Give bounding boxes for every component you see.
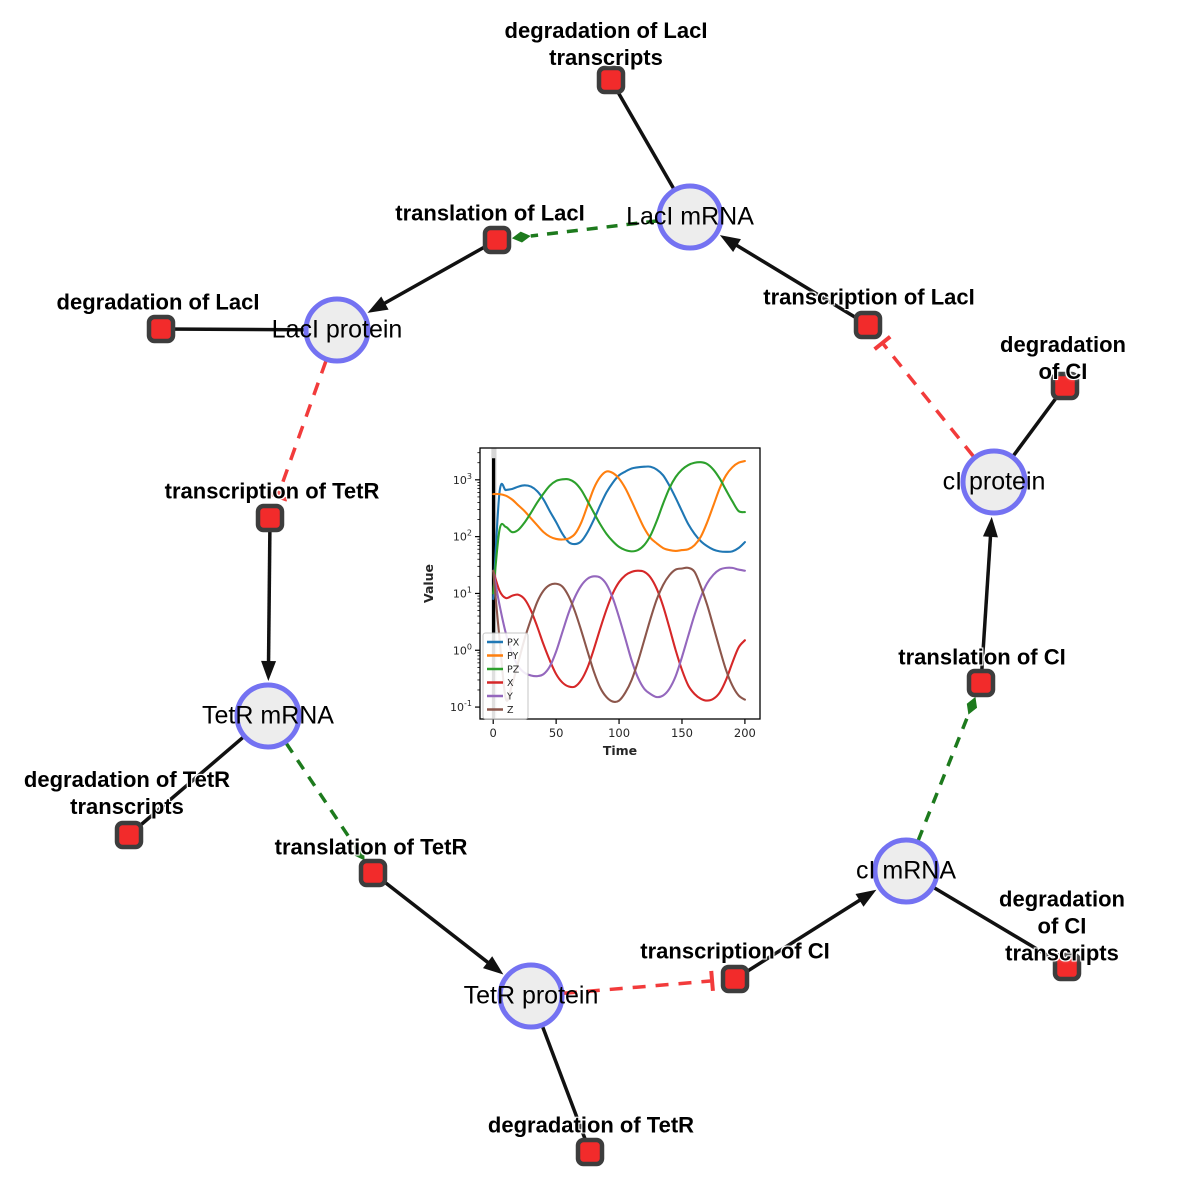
edge-inhibition-laci-protein-transcription-tetr — [267, 360, 328, 502]
edge-modifier-laci-mrna-translation-laci — [511, 219, 658, 243]
edge-consumption-laci-protein-deg-laci — [160, 327, 305, 332]
edge-inhibition-tetr-protein-transcription-ci — [563, 970, 715, 996]
time-series-plot: 0 50 100 150 200Time10-1100101102103ValuePXP… — [421, 447, 761, 758]
edge-production-translation-tetr-tetr-protein — [371, 871, 504, 975]
axes-box — [479, 447, 761, 720]
species-nodes-layer — [234, 183, 1028, 1030]
legend-label-PZ: PZ — [507, 664, 520, 675]
edge-inhibition-ci-protein-transcription-laci — [873, 335, 975, 458]
reaction-node-transcription-tetr[interactable] — [255, 503, 285, 533]
series-line-PZ — [492, 461, 746, 595]
y-tick-label: 102 — [453, 529, 472, 544]
legend-label-PY: PY — [507, 651, 519, 662]
edge-modifier-ci-mrna-translation-ci — [916, 696, 978, 841]
chart-series-layer — [492, 459, 746, 703]
species-node-laci-protein[interactable] — [303, 296, 371, 364]
reaction-node-transcription-laci[interactable] — [853, 310, 883, 340]
x-tick-label: 100 — [608, 726, 630, 740]
x-axis: 0 50 100 150 200 Time — [490, 719, 756, 758]
legend-label-X: X — [507, 678, 514, 689]
edges-layer — [127, 79, 1068, 1153]
y-tick-label: 10-1 — [450, 699, 472, 714]
edge-production-transcription-ci-ci-mrna — [734, 889, 877, 981]
reaction-node-deg-ci[interactable] — [1050, 371, 1080, 401]
legend-label-Y: Y — [506, 691, 513, 702]
reaction-node-translation-tetr[interactable] — [358, 858, 388, 888]
y-tick-label: 101 — [453, 585, 472, 600]
x-tick-label: 0 — [490, 726, 497, 740]
reaction-node-translation-ci[interactable] — [966, 668, 996, 698]
y-axis-label: Value — [421, 564, 436, 603]
reaction-node-deg-tetr-transcripts[interactable] — [114, 820, 144, 850]
reaction-node-transcription-ci[interactable] — [720, 964, 750, 994]
edge-consumption-laci-mrna-deg-laci-transcripts — [609, 79, 676, 190]
series-line-PY — [492, 459, 746, 552]
x-axis-label: Time — [603, 743, 637, 758]
legend-label-PX: PX — [507, 637, 520, 648]
edge-consumption-tetr-mrna-deg-tetr-transcripts — [127, 736, 245, 837]
reaction-node-deg-laci[interactable] — [146, 314, 176, 344]
reaction-node-deg-ci-transcripts[interactable] — [1052, 952, 1082, 982]
reaction-node-translation-laci[interactable] — [482, 225, 512, 255]
edge-production-transcription-laci-laci-mrna — [719, 235, 869, 327]
species-node-ci-protein[interactable] — [960, 448, 1028, 516]
species-node-tetr-protein[interactable] — [497, 962, 565, 1030]
series-line-X — [492, 569, 746, 702]
edge-production-transcription-tetr-tetr-mrna — [261, 517, 277, 682]
series-line-Z — [492, 566, 746, 703]
legend-label-Z: Z — [507, 705, 514, 716]
species-node-ci-mrna[interactable] — [872, 837, 940, 905]
reaction-node-deg-laci-transcripts[interactable] — [596, 65, 626, 95]
series-line-PX — [492, 465, 746, 600]
edge-modifier-tetr-mrna-translation-tetr — [284, 742, 365, 861]
x-tick-label: 200 — [734, 726, 756, 740]
species-node-laci-mrna[interactable] — [656, 183, 724, 251]
reaction-node-deg-tetr[interactable] — [575, 1137, 605, 1167]
chart-legend: PX PY PZ XYZ — [482, 632, 529, 720]
edge-consumption-tetr-protein-deg-tetr — [541, 1026, 592, 1153]
y-axis: 10-1 100 101 102 103 Value — [421, 452, 480, 714]
edge-consumption-ci-mrna-deg-ci-transcripts — [933, 886, 1068, 969]
species-node-tetr-mrna[interactable] — [234, 682, 302, 750]
y-tick-label: 100 — [453, 642, 472, 657]
y-tick-label: 103 — [453, 472, 472, 487]
x-tick-label: 150 — [671, 726, 693, 740]
x-tick-label: 50 — [549, 726, 564, 740]
reaction-nodes-layer — [114, 65, 1082, 1167]
edge-production-translation-laci-laci-protein — [367, 238, 498, 313]
edge-production-translation-ci-ci-protein — [979, 516, 998, 684]
